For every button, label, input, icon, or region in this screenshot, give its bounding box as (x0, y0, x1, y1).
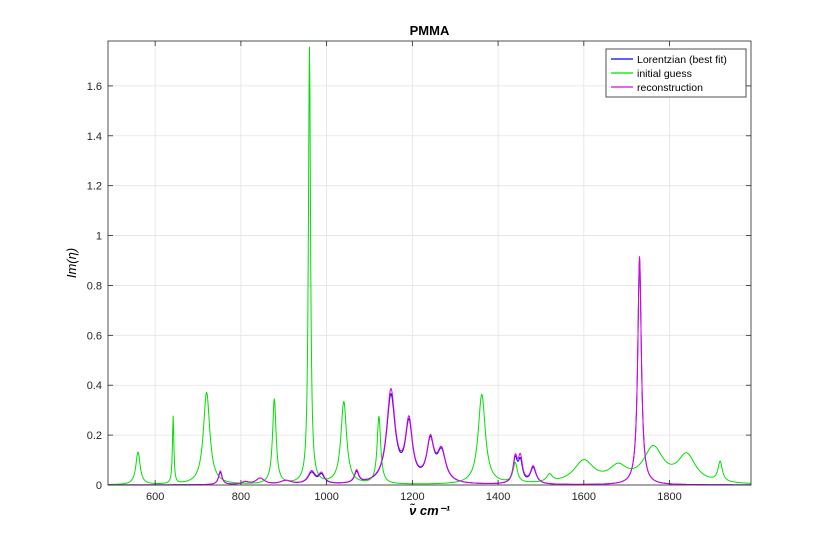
ticks: 600 800 1000 1200 1400 1600 1800 0 0.2 0.4 0.6 0.8 1… (87, 41, 751, 503)
y-axis-label: Im(η) (64, 248, 79, 278)
chart-title: PMMA (410, 23, 450, 38)
x-tick-label: 800 (232, 491, 250, 503)
y-tick-label: 0.4 (87, 380, 102, 392)
plot-frame (107, 40, 752, 486)
legend-label: reconstruction (637, 82, 703, 94)
x-tick-label: 1600 (572, 491, 596, 503)
series-line (107, 256, 752, 486)
x-tick-label: 600 (146, 491, 164, 503)
x-tick-label: 1800 (657, 491, 681, 503)
legend: Lorentzian (best fit) initial guess recons… (605, 48, 747, 98)
x-tick-label: 1200 (400, 491, 424, 503)
x-axis-label: ν̃ cm⁻¹ (409, 503, 450, 518)
y-tick-label: 0.8 (87, 280, 102, 292)
series-lines (107, 46, 752, 486)
y-tick-label: 0.2 (87, 430, 102, 442)
y-tick-label: 1 (96, 231, 102, 243)
x-tick-label: 1400 (486, 491, 510, 503)
y-tick-label: 1.6 (87, 81, 102, 93)
y-tick-label: 0 (96, 480, 102, 492)
x-tick-label: 1000 (314, 491, 338, 503)
y-tick-label: 1.4 (87, 131, 102, 143)
y-tick-label: 0.6 (87, 330, 102, 342)
legend-label: initial guess (637, 68, 692, 80)
series-line (107, 46, 752, 485)
y-tick-label: 1.2 (87, 181, 102, 193)
plot-area (108, 41, 751, 485)
legend-label: Lorentzian (best fit) (637, 54, 727, 66)
